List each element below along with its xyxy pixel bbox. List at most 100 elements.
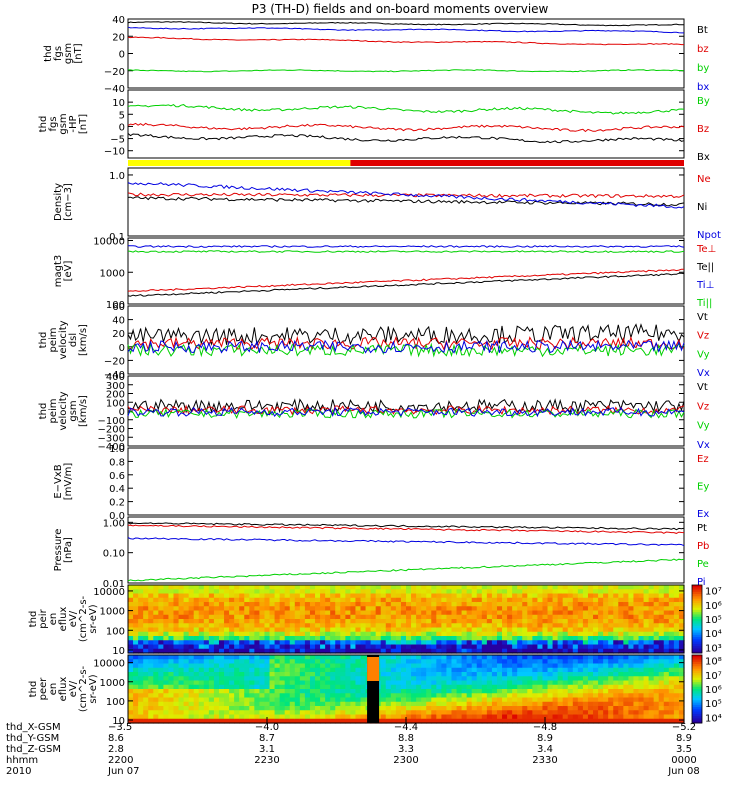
heatmap-cell [486,644,493,650]
heatmap-cell [178,697,185,703]
heatmap-cell [264,676,271,682]
heatmap-cell [279,648,286,654]
heatmap-cell [345,631,351,637]
heatmap-cell [148,680,154,686]
heatmap-cell [143,593,149,599]
heatmap-cell [244,718,250,724]
heatmap-cell [259,610,266,616]
heatmap-cell [340,693,346,699]
heatmap-cell [355,706,362,711]
heatmap-cell [315,663,321,669]
heatmap-cell [133,585,139,590]
heatmap-cell [128,631,134,637]
heatmap-cell [380,684,387,690]
heatmap-cell [527,655,533,660]
heatmap-cell [153,676,159,682]
heatmap-cell [648,623,655,629]
heatmap-cell [507,648,513,654]
heatmap-cell [411,636,417,641]
heatmap-cell [593,602,599,607]
heatmap-cell [628,684,635,690]
heatmap-cell [522,697,528,703]
heatmap-cell [613,718,619,724]
heatmap-cell [224,606,230,612]
heatmap-cell [471,623,478,629]
heatmap-cell [330,619,336,624]
heatmap-cell [249,602,255,607]
series-line [127,404,685,416]
heatmap-cell [138,627,144,633]
heatmap-cell [395,644,402,650]
heatmap-cell [603,701,609,707]
heatmap-cell [537,718,544,724]
heatmap-cell [325,672,331,677]
heatmap-cell [446,710,453,716]
legend-entry: Vy [697,349,710,360]
heatmap-cell [168,659,175,665]
heatmap-cell [183,619,190,624]
heatmap-cell [158,684,164,690]
heatmap-cell [502,631,508,637]
heatmap-cell [365,627,372,633]
ephemeris-row-label: hhmm [6,755,38,766]
heatmap-cell [567,659,574,665]
heatmap-cell [213,689,220,694]
heatmap-cell [562,614,569,620]
heatmap-cell [502,706,508,711]
heatmap-cell [198,636,205,641]
heatmap-cell [203,659,210,665]
heatmap-cell [355,714,362,720]
heatmap-cell [218,597,225,603]
colorbar-segment [692,607,702,611]
heatmap-cell [198,663,205,669]
heatmap-cell [532,627,539,633]
heatmap-cell [456,602,463,607]
heatmap-cell [507,636,513,641]
heatmap-cell [249,672,255,677]
heatmap-cell [587,636,594,641]
ephemeris-row-label: thd_Z-GSM [6,744,61,755]
heatmap-cell [380,701,387,707]
heatmap-cell [208,627,215,633]
heatmap-cell [577,655,584,660]
y-axis-label: [eV] [63,261,74,282]
legend-entry: Npot [697,230,721,241]
heatmap-cell [613,610,619,616]
heatmap-cell [426,619,432,624]
heatmap-cell [198,701,205,707]
heatmap-cell [224,684,230,690]
heatmap-cell [436,684,442,690]
heatmap-cell [224,676,230,682]
heatmap-cell [330,684,336,690]
heatmap-cell [163,706,170,711]
heatmap-cell [234,640,240,646]
heatmap-cell [365,597,372,603]
heatmap-cell [557,623,564,629]
heatmap-cell [234,672,240,677]
heatmap-cell [461,631,468,637]
heatmap-cell [491,680,498,686]
colorbar-segment [692,702,702,706]
heatmap-cell [471,689,478,694]
heatmap-cell [517,718,523,724]
heatmap-cell [618,636,624,641]
heatmap-cell [188,714,195,720]
heatmap-cell [274,693,281,699]
heatmap-cell [128,619,134,624]
heatmap-cell [173,710,180,716]
heatmap-cell [653,627,660,633]
heatmap-cell [193,684,200,690]
heatmap-cell [304,689,311,694]
heatmap-cell [522,602,528,607]
heatmap-cell [128,589,134,595]
heatmap-cell [582,602,589,607]
heatmap-cell [466,680,473,686]
heatmap-cell [476,619,483,624]
heatmap-cell [148,676,154,682]
heatmap-cell [259,693,266,699]
colorbar-segment [692,684,702,688]
colorbar-tick-label: 10⁵ [705,699,722,710]
heatmap-cell [365,602,372,607]
heatmap-cell [673,667,680,673]
heatmap-cell [678,640,685,646]
